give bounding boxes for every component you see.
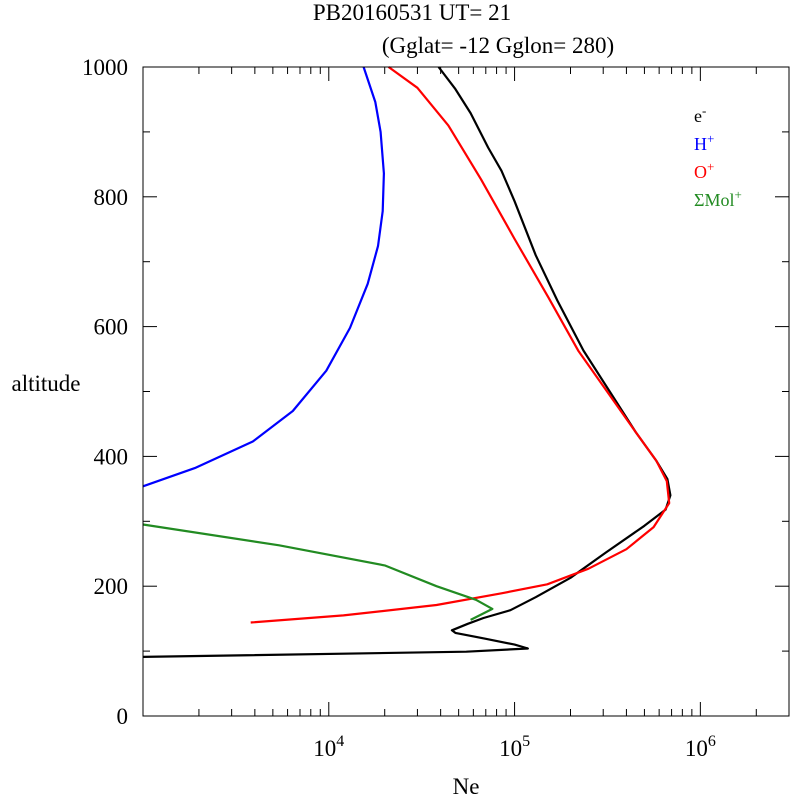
tick-marks [142, 66, 790, 717]
y-tick-label: 800 [94, 185, 129, 210]
x-tick-label: 105 [499, 733, 530, 761]
series-layer [142, 66, 672, 658]
y-tick-label: 400 [94, 444, 129, 469]
legend-entry-1: H+ [694, 131, 714, 154]
x-axis-label: Ne [453, 774, 480, 796]
series-line-2 [250, 66, 671, 624]
y-tick-label: 200 [94, 574, 129, 599]
legend-entry-2: O+ [694, 159, 714, 182]
series-line-3 [142, 523, 494, 621]
x-tick-label: 106 [685, 733, 716, 761]
legend-entry-3: ΣMol+ [694, 187, 742, 210]
tick-labels: 0 200 400 600 800 1000 104 105 106 [82, 55, 716, 761]
y-tick-label: 1000 [82, 55, 128, 80]
x-tick-label: 104 [313, 733, 344, 761]
plot-frame [142, 66, 790, 717]
series-line-1 [142, 66, 385, 488]
legend-entry-0: e- [694, 103, 706, 126]
y-axis-label: altitude [12, 371, 81, 396]
y-tick-label: 600 [94, 315, 129, 340]
legend: e- H+ O+ ΣMol+ [694, 103, 742, 210]
chart-subtitle: (Gglat= -12 Gglon= 280) [382, 33, 614, 58]
y-tick-label: 0 [117, 704, 129, 729]
chart-title: PB20160531 UT= 21 [313, 0, 511, 25]
